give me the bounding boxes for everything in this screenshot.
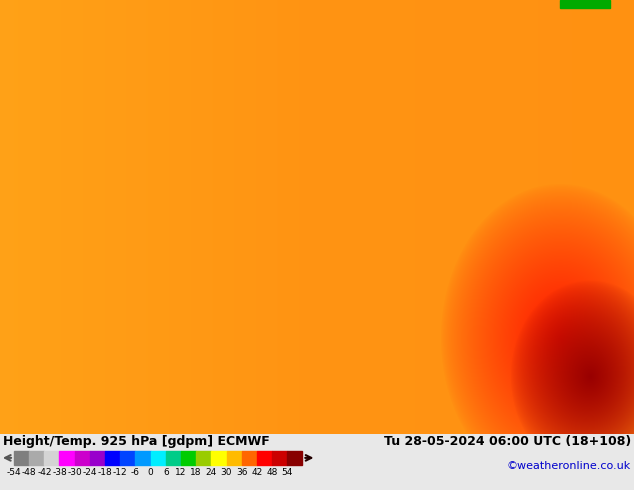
Text: 0: 0 [148,468,153,477]
Text: -24: -24 [82,468,97,477]
Bar [90,451,105,465]
Text: 48: 48 [266,468,278,477]
Bar [242,451,257,465]
Text: -48: -48 [22,468,36,477]
Text: 54: 54 [281,468,293,477]
Bar [29,451,44,465]
Text: -6: -6 [131,468,140,477]
Text: 30: 30 [221,468,232,477]
Bar [257,451,272,465]
Text: 18: 18 [190,468,202,477]
Text: ©weatheronline.co.uk: ©weatheronline.co.uk [507,461,631,471]
Bar [60,451,75,465]
Text: -30: -30 [67,468,82,477]
Bar [120,451,136,465]
Bar [560,0,610,8]
Text: Height/Temp. 925 hPa [gdpm] ECMWF: Height/Temp. 925 hPa [gdpm] ECMWF [3,435,270,448]
Bar [181,451,196,465]
Bar [105,451,120,465]
Text: -42: -42 [37,468,51,477]
Bar [44,451,60,465]
Bar [14,451,29,465]
Text: 6: 6 [163,468,169,477]
Bar [136,451,151,465]
Bar [211,451,226,465]
Bar [75,451,90,465]
Text: -54: -54 [6,468,22,477]
Text: -18: -18 [98,468,112,477]
Bar [226,451,242,465]
Bar [287,451,302,465]
Text: 42: 42 [251,468,262,477]
Text: 24: 24 [205,468,217,477]
Bar [272,451,287,465]
Bar [165,451,181,465]
Bar [196,451,211,465]
Bar [151,451,165,465]
Text: 12: 12 [175,468,186,477]
Text: -12: -12 [113,468,127,477]
Text: 36: 36 [236,468,247,477]
Text: -38: -38 [52,468,67,477]
Text: Tu 28-05-2024 06:00 UTC (18+108): Tu 28-05-2024 06:00 UTC (18+108) [384,435,631,448]
